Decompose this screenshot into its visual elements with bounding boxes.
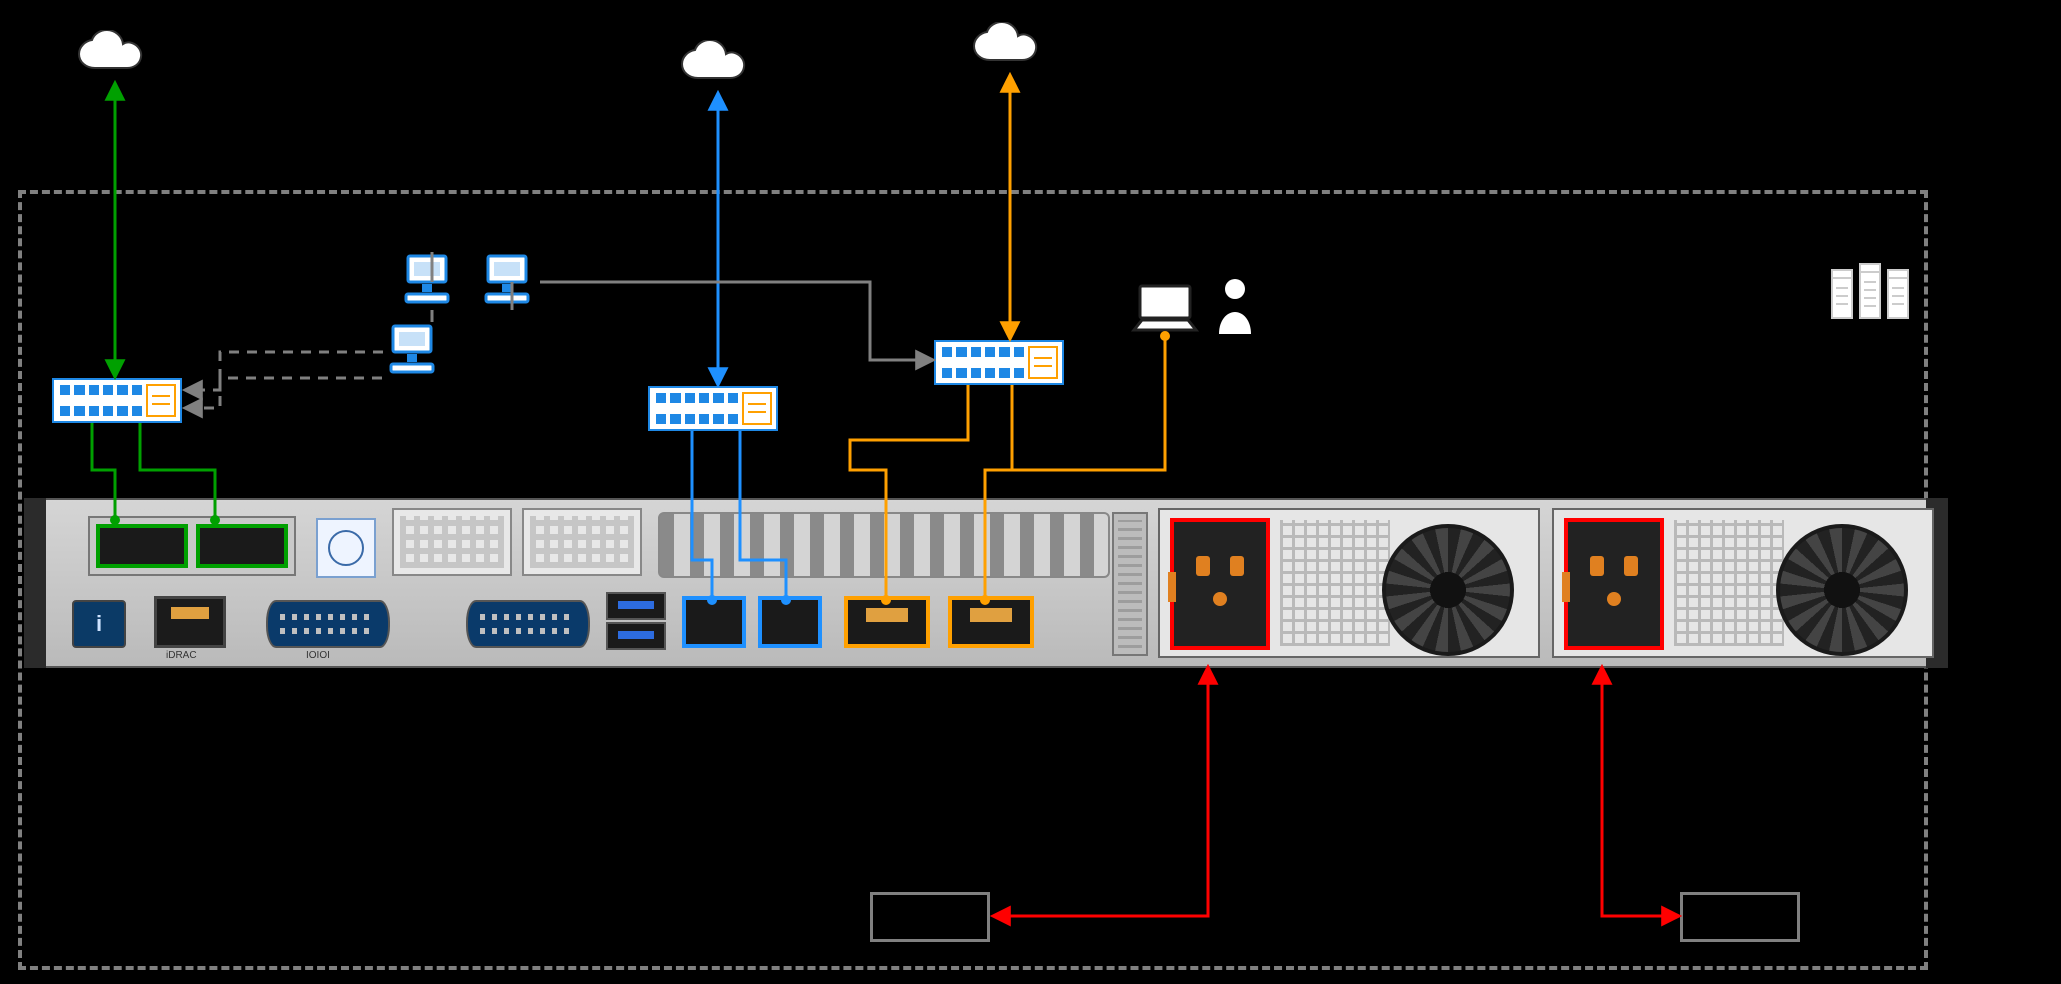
usb3-port-2 <box>606 622 666 650</box>
label-serial: IOIOI <box>306 650 330 661</box>
psu-1-fan <box>1382 524 1514 656</box>
cert-sticker <box>316 518 376 578</box>
rear-vent <box>658 512 1110 578</box>
workstation-3 <box>385 320 445 380</box>
psu-2 <box>1552 508 1934 658</box>
rj45-pair-orange <box>844 596 1034 648</box>
usb-ports <box>606 592 666 650</box>
datacenter-icon <box>1830 258 1910 323</box>
rj45-port-1 <box>844 596 930 648</box>
pdu-b <box>1680 892 1800 942</box>
idrac-port <box>154 596 226 648</box>
cloud-green <box>75 30 155 80</box>
rj45-port-2 <box>948 596 1034 648</box>
workstation-1 <box>400 250 460 310</box>
switch-green <box>52 378 182 423</box>
sfp-10g-port-1 <box>96 524 188 568</box>
switch-blue <box>648 386 778 431</box>
system-id-button[interactable] <box>72 600 126 648</box>
psu-1 <box>1158 508 1540 658</box>
usb3-port-1 <box>606 592 666 620</box>
pdu-a <box>870 892 990 942</box>
network-diagram: { "diagram": { "type": "network", "backg… <box>0 0 2061 984</box>
user-icon <box>1215 276 1255 336</box>
switch-orange <box>934 340 1064 385</box>
psu-2-inlet <box>1564 518 1664 650</box>
sfp-port-2 <box>758 596 822 648</box>
sfp-pair-blue <box>682 596 822 648</box>
riser-slot-1 <box>392 508 512 576</box>
admin-laptop-icon <box>1130 282 1200 337</box>
vga-port <box>466 600 590 648</box>
cloud-blue <box>678 40 758 90</box>
serial-port <box>266 600 390 648</box>
service-tag <box>1112 512 1148 656</box>
workstation-2 <box>480 250 540 310</box>
psu-2-fan <box>1776 524 1908 656</box>
psu-1-inlet <box>1170 518 1270 650</box>
sfp-10g-port-2 <box>196 524 288 568</box>
sfp-port-1 <box>682 596 746 648</box>
nic-10g-card <box>88 516 296 576</box>
label-idrac: iDRAC <box>166 650 197 661</box>
server-chassis: iDRAC IOIOI <box>24 498 1948 668</box>
cloud-orange <box>970 22 1050 72</box>
riser-slot-2 <box>522 508 642 576</box>
